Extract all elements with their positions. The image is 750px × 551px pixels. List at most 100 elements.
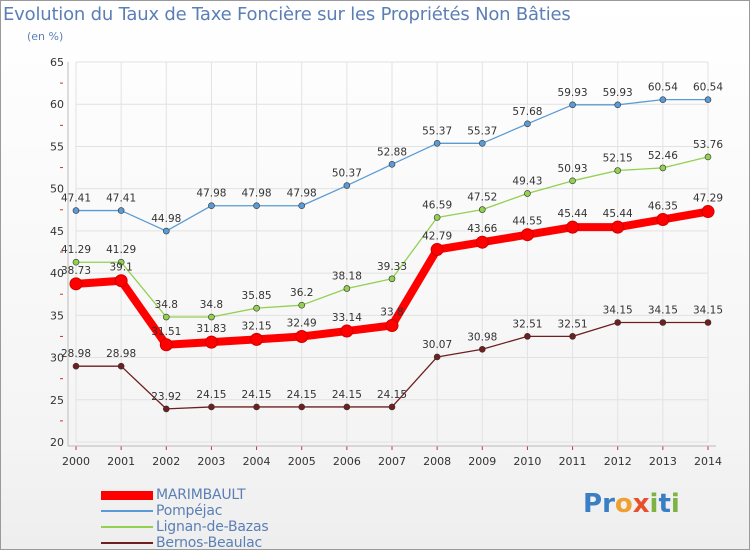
y-tick-label: 35 bbox=[50, 309, 64, 322]
x-tick-label: 2000 bbox=[62, 455, 90, 468]
point-pomp-jac bbox=[298, 202, 306, 210]
data-label-marimbault: 32.15 bbox=[242, 320, 272, 332]
point-bernos-beaulac bbox=[659, 319, 667, 326]
x-tick-label: 2011 bbox=[559, 455, 587, 468]
y-tick-label: 45 bbox=[50, 225, 64, 238]
data-label-lignan-de-bazas: 46.59 bbox=[422, 199, 452, 211]
y-tick-label: 60 bbox=[50, 98, 64, 111]
point-lignan-de-bazas bbox=[704, 153, 712, 161]
point-marimbault bbox=[295, 330, 309, 344]
data-label-lignan-de-bazas: 35.85 bbox=[242, 290, 272, 302]
point-pomp-jac bbox=[569, 101, 576, 109]
point-marimbault bbox=[656, 212, 670, 226]
data-label-bernos-beaulac: 23.92 bbox=[151, 391, 181, 403]
data-label-pomp-jac: 60.54 bbox=[693, 82, 723, 94]
legend-label-bernos-beaulac: Bernos-Beaulac bbox=[156, 535, 263, 551]
point-bernos-beaulac bbox=[298, 403, 306, 411]
logo-letter: P bbox=[583, 489, 603, 519]
point-bernos-beaulac bbox=[478, 345, 486, 353]
x-tick-label: 2007 bbox=[378, 455, 406, 468]
point-pomp-jac bbox=[433, 140, 441, 147]
data-label-lignan-de-bazas: 34.8 bbox=[200, 299, 223, 311]
x-tick-label: 2008 bbox=[423, 455, 451, 468]
data-label-marimbault: 43.66 bbox=[467, 223, 497, 235]
data-label-lignan-de-bazas: 52.46 bbox=[648, 150, 678, 162]
logo-letter: o bbox=[614, 489, 633, 519]
chart-title: Evolution du Taux de Taxe Foncière sur l… bbox=[3, 4, 571, 25]
data-label-lignan-de-bazas: 52.15 bbox=[603, 153, 633, 165]
proxiti-logo: Proxiti bbox=[583, 489, 680, 519]
point-bernos-beaulac bbox=[614, 319, 622, 326]
x-tick-label: 2001 bbox=[107, 455, 135, 468]
data-label-bernos-beaulac: 24.15 bbox=[242, 389, 272, 401]
data-label-bernos-beaulac: 34.15 bbox=[693, 305, 723, 317]
point-bernos-beaulac bbox=[208, 403, 215, 411]
data-label-marimbault: 47.29 bbox=[693, 193, 723, 205]
y-tick-label: 55 bbox=[50, 140, 64, 153]
data-label-lignan-de-bazas: 36.2 bbox=[290, 287, 313, 299]
legend-item-pompejac: Pompéjac bbox=[101, 503, 268, 519]
point-marimbault bbox=[566, 220, 580, 234]
data-label-marimbault: 45.44 bbox=[558, 208, 588, 220]
data-label-bernos-beaulac: 32.51 bbox=[558, 318, 588, 330]
data-label-marimbault: 38.73 bbox=[61, 265, 91, 277]
point-marimbault bbox=[159, 338, 173, 352]
x-tick-label: 2004 bbox=[243, 455, 271, 468]
point-bernos-beaulac bbox=[524, 333, 531, 340]
point-bernos-beaulac bbox=[433, 353, 441, 361]
point-lignan-de-bazas bbox=[478, 206, 486, 213]
data-label-lignan-de-bazas: 50.93 bbox=[558, 163, 588, 175]
data-label-pomp-jac: 59.93 bbox=[603, 87, 633, 99]
point-marimbault bbox=[340, 324, 354, 338]
data-label-lignan-de-bazas: 34.8 bbox=[155, 299, 178, 311]
point-pomp-jac bbox=[614, 101, 622, 109]
logo-letter: i bbox=[670, 489, 680, 519]
data-label-marimbault: 31.51 bbox=[151, 326, 181, 338]
data-label-pomp-jac: 57.68 bbox=[512, 106, 542, 118]
point-pomp-jac bbox=[208, 202, 215, 210]
data-label-lignan-de-bazas: 39.33 bbox=[377, 261, 407, 273]
data-label-bernos-beaulac: 28.98 bbox=[61, 348, 91, 360]
data-label-pomp-jac: 52.88 bbox=[377, 146, 407, 158]
data-label-pomp-jac: 47.98 bbox=[196, 188, 226, 200]
data-label-pomp-jac: 55.37 bbox=[422, 125, 452, 137]
data-label-marimbault: 33.8 bbox=[380, 306, 403, 318]
point-lignan-de-bazas bbox=[298, 301, 306, 309]
data-label-lignan-de-bazas: 49.43 bbox=[512, 175, 542, 187]
y-tick-label: 30 bbox=[50, 352, 64, 365]
point-marimbault bbox=[250, 332, 264, 346]
data-labels: 47.41 47.41 44.98 47.98 47.98 47.98 50.37 52.88… bbox=[61, 82, 723, 403]
data-label-marimbault: 46.35 bbox=[648, 200, 678, 212]
x-tick-label: 2010 bbox=[513, 455, 541, 468]
x-tick-label: 2014 bbox=[694, 455, 722, 468]
data-label-marimbault: 31.83 bbox=[196, 323, 226, 335]
legend-swatch-pompejac bbox=[101, 510, 153, 512]
data-label-pomp-jac: 47.98 bbox=[287, 188, 317, 200]
point-pomp-jac bbox=[659, 96, 667, 103]
data-label-bernos-beaulac: 24.15 bbox=[332, 389, 362, 401]
data-label-pomp-jac: 60.54 bbox=[648, 82, 678, 94]
point-bernos-beaulac bbox=[162, 405, 170, 413]
point-pomp-jac bbox=[72, 207, 80, 214]
legend: MARIMBAULT Pompéjac Lignan-de-Bazas Bern… bbox=[101, 487, 269, 551]
point-lignan-de-bazas bbox=[72, 258, 80, 266]
data-label-bernos-beaulac: 24.15 bbox=[377, 389, 407, 401]
data-label-bernos-beaulac: 30.07 bbox=[422, 339, 452, 351]
point-pomp-jac bbox=[524, 120, 531, 128]
data-label-lignan-de-bazas: 53.76 bbox=[693, 139, 723, 151]
y-axis: 20 25 30 35 40 45 50 55 60 65 bbox=[50, 56, 69, 449]
data-label-pomp-jac: 55.37 bbox=[467, 125, 497, 137]
point-lignan-de-bazas bbox=[117, 258, 125, 266]
point-pomp-jac bbox=[343, 182, 351, 189]
data-label-pomp-jac: 47.98 bbox=[242, 188, 272, 200]
point-marimbault bbox=[520, 228, 534, 242]
point-pomp-jac bbox=[162, 227, 170, 235]
y-tick-label: 20 bbox=[50, 436, 64, 449]
logo-letter: t bbox=[658, 489, 671, 519]
point-pomp-jac bbox=[253, 202, 260, 210]
point-lignan-de-bazas bbox=[524, 190, 531, 197]
data-label-marimbault: 39.1 bbox=[109, 262, 132, 274]
x-tick-label: 2002 bbox=[152, 455, 180, 468]
point-bernos-beaulac bbox=[569, 333, 576, 340]
legend-item-marimbault: MARIMBAULT bbox=[101, 487, 268, 503]
